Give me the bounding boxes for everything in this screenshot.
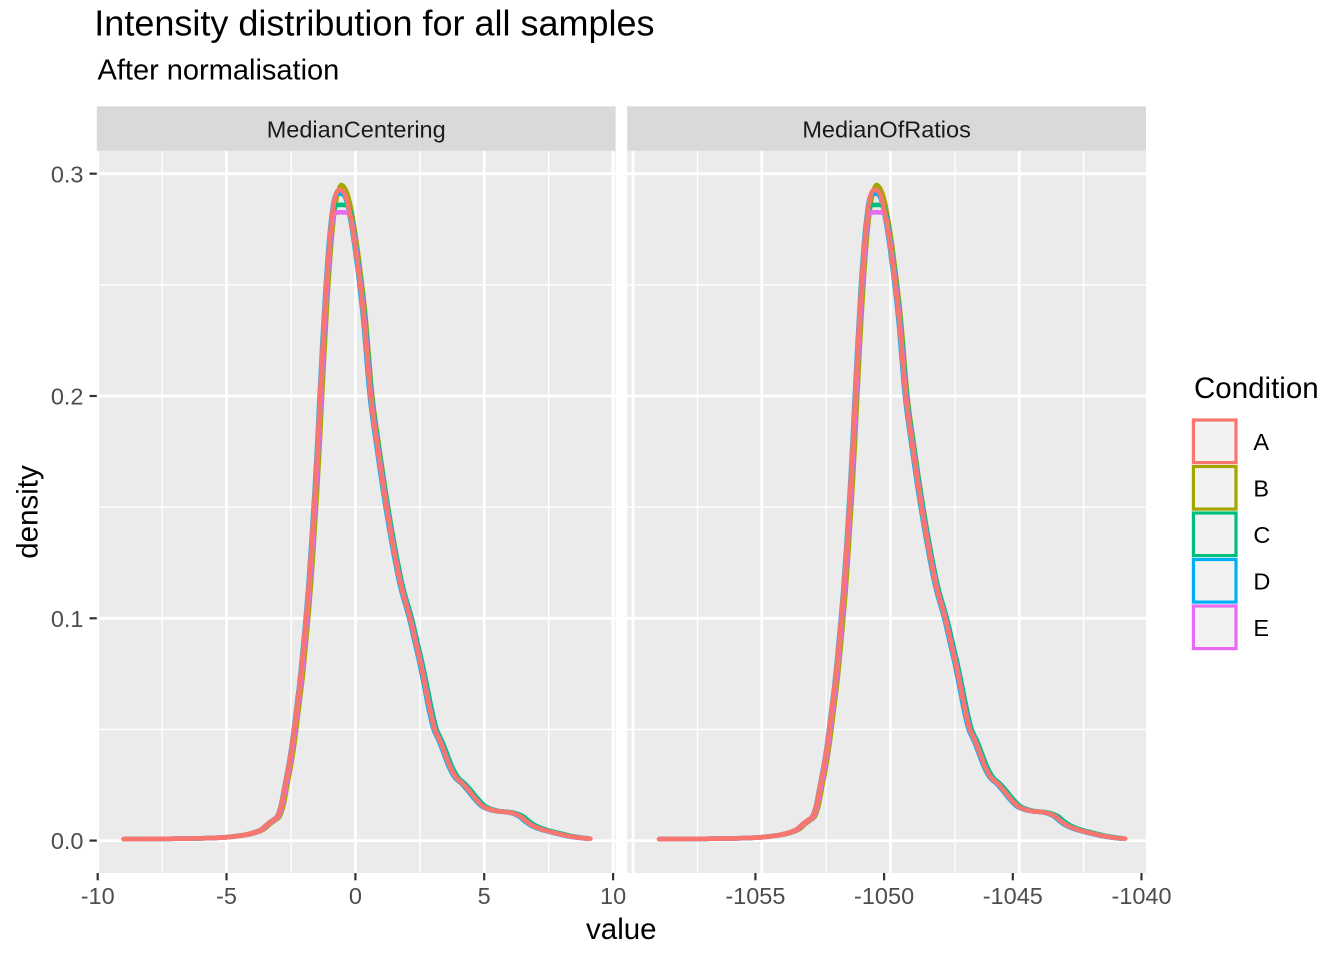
svg-text:-10: -10 (81, 883, 115, 909)
svg-text:E: E (1253, 615, 1269, 641)
svg-text:B: B (1253, 475, 1269, 501)
svg-text:MedianOfRatios: MedianOfRatios (802, 117, 971, 143)
svg-text:0.3: 0.3 (51, 161, 84, 187)
svg-text:MedianCentering: MedianCentering (267, 117, 446, 143)
svg-text:density: density (12, 465, 45, 559)
svg-text:value: value (586, 913, 657, 946)
svg-text:-1040: -1040 (1111, 883, 1171, 909)
svg-text:Condition: Condition (1194, 372, 1319, 405)
svg-text:Intensity distribution for all: Intensity distribution for all samples (94, 3, 654, 44)
svg-text:-1045: -1045 (983, 883, 1043, 909)
svg-text:0.2: 0.2 (51, 384, 84, 410)
svg-text:-1050: -1050 (854, 883, 914, 909)
svg-text:10: 10 (600, 883, 626, 909)
svg-text:-1055: -1055 (725, 883, 785, 909)
svg-text:-5: -5 (216, 883, 237, 909)
svg-text:5: 5 (478, 883, 491, 909)
svg-text:0.0: 0.0 (51, 828, 84, 854)
svg-text:After normalisation: After normalisation (98, 54, 340, 86)
svg-text:0: 0 (349, 883, 362, 909)
svg-text:C: C (1253, 522, 1270, 548)
svg-text:A: A (1253, 429, 1269, 455)
svg-text:D: D (1253, 568, 1270, 594)
svg-text:0.1: 0.1 (51, 606, 84, 632)
